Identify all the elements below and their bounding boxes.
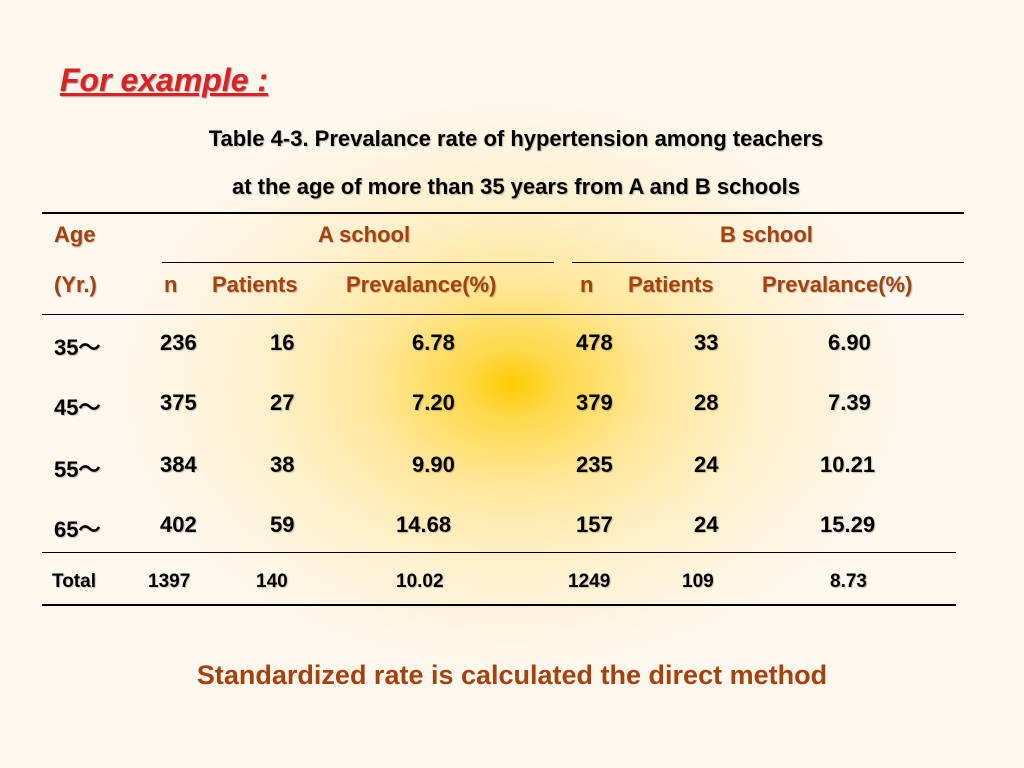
cell-b-n: 157 — [576, 512, 613, 537]
cell-b-n: 478 — [576, 330, 613, 355]
table-bottom-rule — [42, 604, 956, 606]
total-a-patients: 140 — [256, 571, 288, 592]
total-b-n: 1249 — [568, 571, 611, 592]
table-caption-line1: Table 4-3. Prevalance rate of hypertensi… — [208, 126, 824, 151]
footer-note: Standardized rate is calculated the dire… — [196, 660, 828, 690]
cell-b-prev: 15.29 — [820, 512, 876, 537]
b-school-underline — [572, 262, 964, 263]
header-b-prevalance: Prevalance(%) — [762, 272, 913, 297]
header-b-n: n — [580, 272, 594, 297]
cell-a-patients: 59 — [270, 512, 295, 537]
cell-b-prev: 6.90 — [828, 330, 871, 355]
header-yr: (Yr.) — [54, 272, 97, 297]
cell-b-n: 379 — [576, 390, 613, 415]
header-b-patients: Patients — [628, 272, 714, 297]
header-age: Age — [54, 222, 96, 247]
cell-a-patients: 38 — [270, 452, 295, 477]
cell-a-patients: 27 — [270, 390, 295, 415]
cell-a-prev: 6.78 — [412, 330, 455, 355]
cell-b-patients: 28 — [694, 390, 719, 415]
page-heading: For example : — [60, 62, 269, 98]
a-school-underline — [162, 262, 554, 263]
cell-a-n: 375 — [160, 390, 197, 415]
total-a-prev: 10.02 — [396, 571, 444, 592]
header-bottom-rule — [42, 314, 964, 315]
header-a-prevalance: Prevalance(%) — [346, 272, 497, 297]
cell-b-prev: 10.21 — [820, 452, 876, 477]
cell-b-patients: 33 — [694, 330, 719, 355]
header-a-patients: Patients — [212, 272, 298, 297]
total-top-rule — [42, 552, 956, 553]
total-label: Total — [52, 571, 96, 592]
table-row-age: 45～ — [54, 395, 101, 420]
table-row-age: 55～ — [54, 457, 101, 482]
table-row-age: 35～ — [54, 335, 101, 360]
cell-a-n: 236 — [160, 330, 197, 355]
total-b-patients: 109 — [682, 571, 714, 592]
cell-b-patients: 24 — [694, 452, 719, 477]
table-caption-line2: at the age of more than 35 years from A … — [231, 174, 801, 199]
header-b-school: B school — [720, 222, 813, 247]
cell-b-prev: 7.39 — [828, 390, 871, 415]
cell-a-patients: 16 — [270, 330, 295, 355]
cell-b-n: 235 — [576, 452, 613, 477]
total-a-n: 1397 — [148, 571, 191, 592]
cell-a-n: 402 — [160, 512, 197, 537]
cell-b-patients: 24 — [694, 512, 719, 537]
header-a-school: A school — [318, 222, 411, 247]
cell-a-n: 384 — [160, 452, 197, 477]
cell-a-prev: 7.20 — [412, 390, 455, 415]
cell-a-prev: 9.90 — [412, 452, 455, 477]
table-row-age: 65～ — [54, 517, 101, 542]
table-top-rule — [42, 212, 964, 214]
header-a-n: n — [164, 272, 178, 297]
total-b-prev: 8.73 — [830, 571, 867, 592]
cell-a-prev: 14.68 — [396, 512, 452, 537]
